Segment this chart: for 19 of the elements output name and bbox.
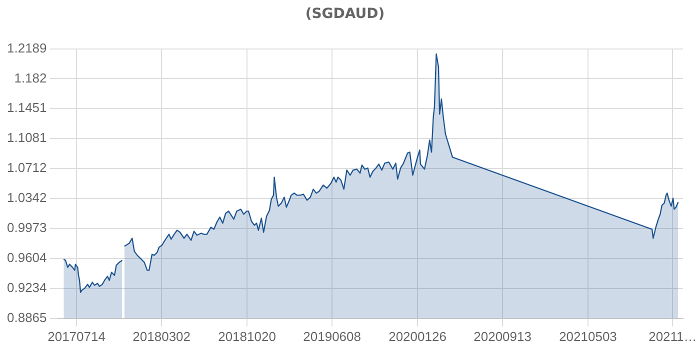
x-tick-label: 20211… (648, 328, 697, 344)
x-tick-label: 20200913 (474, 328, 532, 344)
y-tick-label: 1.1081 (6, 130, 47, 146)
y-tick-label: 0.9604 (6, 250, 47, 266)
x-tick-label: 20200126 (388, 328, 446, 344)
y-tick-label: 0.9973 (6, 220, 47, 236)
x-tick-label: 20190608 (303, 328, 361, 344)
y-tick-label: 0.9234 (6, 280, 47, 296)
y-tick-label: 1.2189 (6, 40, 47, 56)
y-tick-label: 0.8865 (6, 310, 47, 325)
y-tick-label: 1.0342 (6, 190, 47, 206)
chart-title: (SGDAUD) (305, 6, 385, 22)
y-tick-label: 1.1451 (6, 100, 47, 116)
x-tick-label: 20210503 (559, 328, 617, 344)
x-tick-label: 20181020 (218, 328, 276, 344)
x-tick-label: 20180302 (132, 328, 191, 344)
x-tick-label: 20170714 (48, 328, 106, 344)
y-tick-label: 1.182 (14, 70, 47, 86)
y-tick-label: 1.0712 (6, 160, 47, 176)
